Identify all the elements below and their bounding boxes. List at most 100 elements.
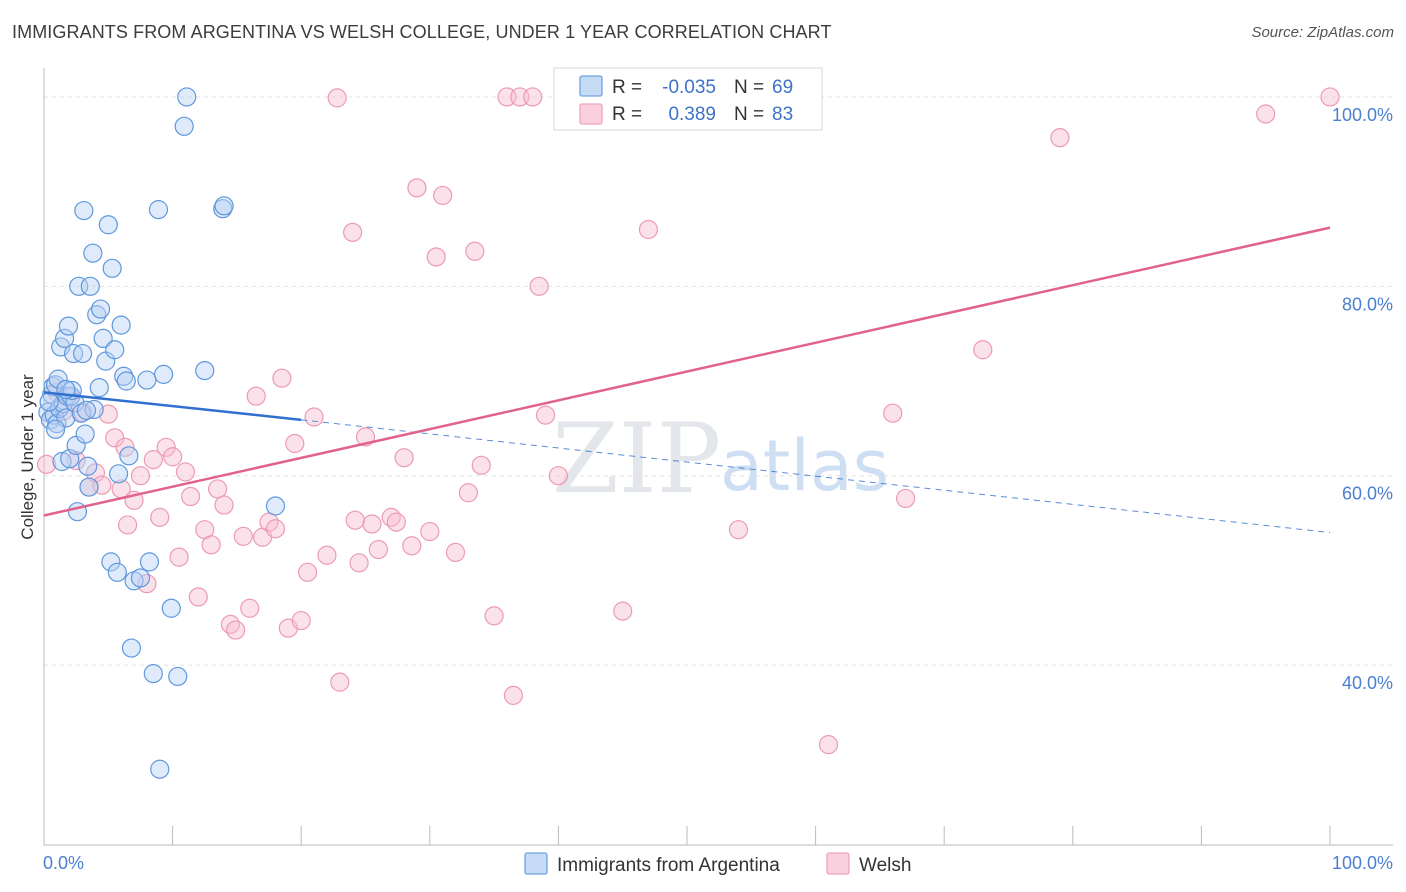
x-tick-label-min: 0.0% — [43, 853, 84, 873]
y-tick-label: 80.0% — [1342, 294, 1393, 314]
data-point — [98, 404, 118, 424]
data-point — [153, 364, 174, 384]
data-point — [330, 672, 350, 692]
data-point — [121, 638, 142, 658]
stats-n-value-2: 83 — [772, 104, 793, 125]
data-point — [304, 407, 324, 427]
data-point — [137, 370, 157, 390]
data-point — [85, 463, 106, 483]
data-point — [75, 424, 95, 444]
data-point — [150, 759, 170, 779]
data-point — [181, 486, 201, 507]
argentina-points — [38, 87, 286, 779]
data-point — [214, 196, 234, 216]
data-point — [426, 247, 446, 267]
y-axis-label: College, Under 1 year — [18, 374, 37, 540]
data-point — [168, 666, 188, 687]
data-point — [98, 215, 118, 235]
data-point — [535, 405, 556, 425]
data-point — [84, 399, 104, 420]
source-credit: Source: ZipAtlas.com — [1251, 24, 1394, 41]
y-tick-label: 100.0% — [1332, 105, 1393, 125]
legend-label-welsh: Welsh — [859, 855, 911, 876]
data-point — [169, 547, 189, 567]
data-point — [394, 448, 414, 468]
data-point — [1050, 128, 1070, 148]
data-point — [188, 587, 208, 607]
data-point — [345, 510, 365, 530]
data-point — [83, 243, 103, 263]
data-point — [638, 219, 659, 240]
stats-n-label-2: N = — [734, 104, 764, 125]
data-point — [386, 512, 406, 532]
data-point — [78, 456, 98, 476]
data-point — [105, 340, 125, 360]
y-tick-label: 40.0% — [1342, 673, 1393, 693]
stats-r-label-1: R = — [612, 77, 642, 98]
data-point — [177, 87, 197, 107]
legend-label-argentina: Immigrants from Argentina — [557, 855, 780, 876]
data-point — [148, 200, 169, 220]
stats-swatch-welsh — [579, 103, 603, 125]
data-point — [420, 521, 440, 542]
data-point — [818, 735, 839, 755]
data-point — [143, 450, 163, 470]
data-point — [139, 552, 160, 572]
data-point — [72, 343, 93, 364]
data-point — [445, 542, 466, 563]
data-point — [343, 222, 363, 242]
data-point — [174, 116, 194, 136]
data-point — [896, 488, 916, 509]
argentina-trend-extension — [301, 419, 1331, 534]
data-point — [79, 477, 99, 497]
data-point — [45, 419, 66, 439]
data-point — [48, 369, 68, 389]
data-point — [58, 316, 79, 336]
argentina-trend-line — [43, 391, 302, 422]
data-point — [407, 178, 427, 198]
y-tick-labels: 40.0% 60.0% 80.0% 100.0% — [1332, 105, 1393, 693]
data-point — [327, 88, 347, 108]
data-point — [156, 437, 176, 457]
data-point — [102, 258, 122, 278]
data-point — [349, 553, 369, 573]
data-point — [728, 520, 749, 540]
trend-lines — [43, 226, 1331, 534]
data-point — [317, 545, 337, 565]
data-point — [80, 276, 100, 296]
data-point — [220, 614, 241, 634]
legend-swatch-argentina — [524, 852, 548, 875]
data-point — [240, 598, 260, 618]
stats-r-label-2: R = — [612, 104, 642, 125]
data-point — [90, 299, 111, 319]
stats-n-label-1: N = — [734, 77, 764, 98]
stats-r-value-2: 0.389 — [668, 104, 716, 125]
data-point — [130, 466, 151, 486]
watermark-atlas: atlas — [720, 425, 889, 507]
data-point — [285, 433, 305, 454]
legend-swatch-welsh — [826, 852, 850, 875]
data-point — [163, 447, 183, 467]
data-point — [39, 392, 59, 412]
stats-r-value-1: -0.035 — [662, 77, 716, 98]
data-point — [233, 526, 253, 546]
data-point — [101, 552, 121, 572]
data-point — [465, 241, 485, 261]
data-point — [529, 276, 549, 296]
data-point — [458, 483, 478, 503]
chart-title: IMMIGRANTS FROM ARGENTINA VS WELSH COLLE… — [12, 22, 832, 42]
stats-swatch-argentina — [579, 75, 603, 97]
data-point — [150, 507, 170, 527]
data-point — [201, 535, 221, 555]
data-point — [161, 598, 181, 618]
data-point — [291, 610, 311, 631]
data-point — [119, 446, 139, 466]
watermark-zip: ZIP — [552, 403, 721, 515]
data-point — [402, 536, 422, 556]
data-point — [71, 403, 91, 423]
data-point — [471, 455, 491, 475]
data-point — [973, 340, 993, 360]
stats-n-value-1: 69 — [772, 77, 793, 98]
data-point — [54, 328, 75, 349]
